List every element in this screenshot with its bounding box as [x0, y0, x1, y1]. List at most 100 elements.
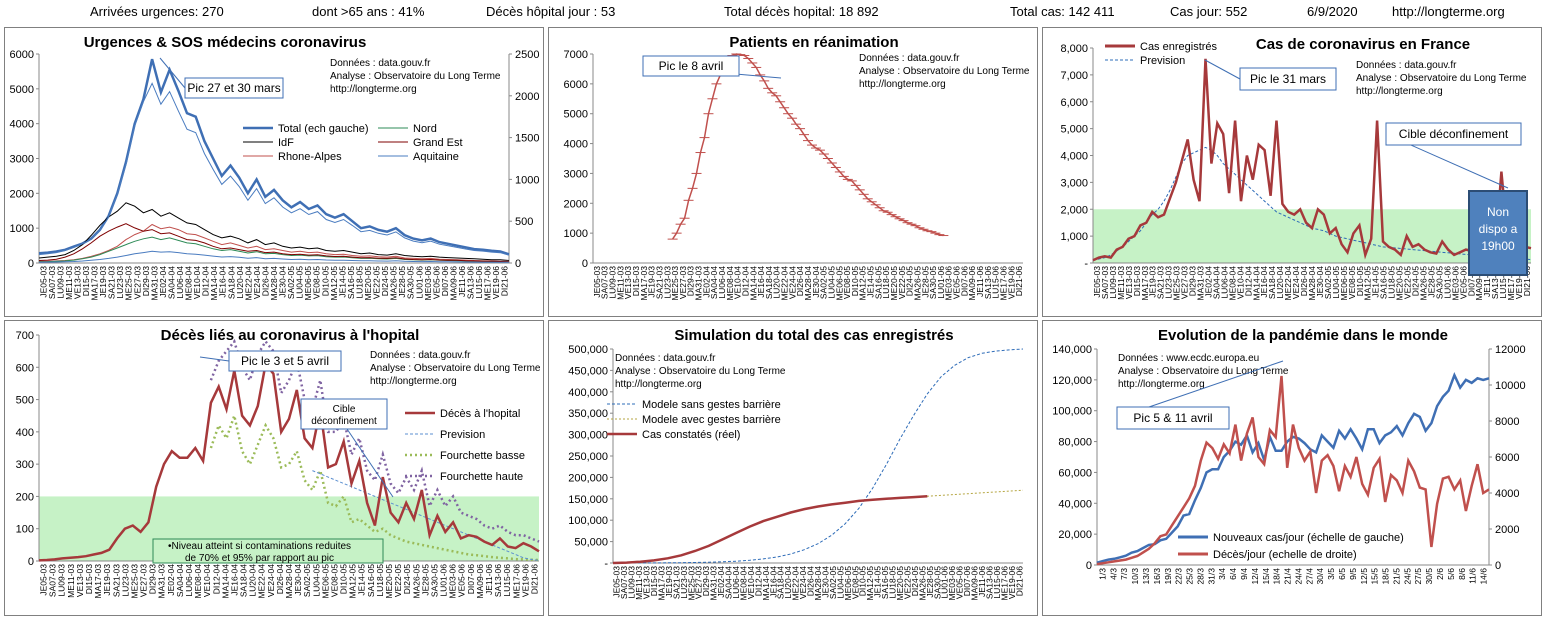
- x-tick-label: ME25-03: [670, 266, 680, 301]
- x-tick-label: VE22-05: [897, 266, 907, 299]
- x-tick-label: JE30-04: [1315, 266, 1325, 298]
- annotation-pointer: [199, 356, 230, 362]
- legend-idf-label: IdF: [278, 137, 294, 149]
- x-tick-label: JE14-05: [357, 564, 367, 596]
- series-cas-monde: [1096, 371, 1490, 564]
- x-tick-label: ME17-06: [483, 266, 493, 301]
- x-tick-label: DI10-05: [339, 564, 349, 595]
- annotation2-pointer: [344, 425, 394, 498]
- x-tick-label: VE10-04: [1235, 266, 1245, 299]
- x-tick-label: DI21-06: [1522, 266, 1532, 297]
- x-tick-label: ME08-04: [184, 266, 194, 301]
- y-tick-label: 3,000: [1060, 177, 1088, 189]
- annotation-text: Pic le 31 mars: [1250, 72, 1326, 86]
- y-tick-label: 7000: [564, 49, 588, 61]
- y-tick-label: 100: [16, 524, 34, 536]
- legend-deces-label: Décès à l'hopital: [440, 408, 520, 420]
- x-tick-label: SA04-04: [166, 266, 176, 299]
- y2-tick-label: 2000: [515, 91, 539, 103]
- x-tick-label: ME22-04: [257, 564, 267, 599]
- legend-sans-label: Modele sans gestes barrière: [642, 399, 781, 411]
- x-tick-label: SA02-05: [819, 266, 829, 299]
- x-tick-label: 14/6: [1479, 568, 1489, 585]
- x-tick-label: SA13-06: [983, 266, 993, 299]
- x-tick-label: 11/6: [1468, 568, 1478, 584]
- source-line: Données : data.gouv.fr: [1356, 60, 1457, 71]
- annotation-pointer: [1204, 59, 1241, 80]
- annotation-text: Pic 5 & 11 avril: [1133, 411, 1212, 425]
- y2-tick-label: 10000: [1495, 380, 1526, 392]
- x-tick-label: 7/3: [1119, 568, 1129, 580]
- y2-tick-label: 500: [515, 216, 533, 228]
- x-tick-label: VE13-03: [642, 566, 652, 599]
- legend-total-label: Total (ech gauche): [278, 123, 369, 135]
- x-tick-label: DI07-06: [440, 266, 450, 297]
- x-tick-label: MA12-05: [348, 564, 358, 599]
- x-tick-label: SA07-03: [1100, 266, 1110, 299]
- x-tick-label: 16/3: [1152, 568, 1162, 585]
- x-tick-label: LU01-06: [1442, 266, 1452, 299]
- x-tick-label: LU04-05: [311, 564, 321, 597]
- chart-deces-svg: 0 100 200 300 400 500 600 700 JE05-03 SA07-03 LU09…: [16, 327, 541, 599]
- x-tick-label: MA14-04: [220, 564, 230, 599]
- x-tick-label: DI26-04: [275, 564, 285, 595]
- y2-tick-label: 2000: [1495, 524, 1519, 536]
- y-tick-label: 1,000: [1060, 231, 1088, 243]
- annotation-box: [1116, 406, 1230, 430]
- x-tick-label: MA09-06: [475, 564, 485, 599]
- x-tick-label: ME11-03: [66, 564, 76, 598]
- x-tick-label: ME25-03: [686, 566, 696, 601]
- x-tick-label: SA16-05: [366, 564, 376, 597]
- x-tick-label: LU18-05: [354, 266, 364, 299]
- x-tick-label: LU01-06: [940, 566, 950, 599]
- y2-tick-label: 1000: [515, 174, 539, 186]
- x-tick-label: 15/4: [1261, 568, 1271, 585]
- y-tick-label: 0: [582, 258, 588, 270]
- x-tick-label: LU01-06: [439, 564, 449, 597]
- x-tick-label: ME06-05: [1339, 266, 1349, 301]
- x-tick-label: MA14-04: [748, 266, 758, 301]
- x-tick-label: 31/3: [1206, 568, 1216, 585]
- x-tick-label: LU04-05: [295, 266, 305, 299]
- x-tick-label: SA13-06: [1490, 266, 1500, 299]
- legend-reel-label: Cas constatés (réel): [642, 429, 740, 441]
- chart-title: Urgences & SOS médecins coronavirus: [84, 34, 367, 51]
- chart-urgences: 0 1000 2000 3000 4000 5000 6000 0 500 1000 1500 200…: [4, 27, 544, 317]
- x-tick-label: VE13-03: [623, 266, 633, 299]
- legend-cas-monde-label: Nouveaux cas/jour (échelle de gauche): [1213, 532, 1404, 544]
- x-tick-label: LU20-04: [1275, 266, 1285, 299]
- x-tick-label: DI12-04: [201, 266, 211, 297]
- x-tick-label: VE22-05: [393, 564, 403, 597]
- x-tick-label: SA18-04: [226, 266, 236, 299]
- x-tick-label: MA31-03: [709, 566, 719, 601]
- x-tick-label: ME03-06: [423, 266, 433, 301]
- x-tick-label: 21/5: [1391, 568, 1401, 585]
- chart-title: Evolution de la pandémie dans le monde: [1158, 327, 1448, 344]
- x-tick-label: 6/4: [1228, 568, 1238, 580]
- x-tick-label: 2/6: [1435, 568, 1445, 580]
- x-tick-label: LU15-06: [474, 266, 484, 299]
- x-tick-label: JE02-04: [701, 266, 711, 298]
- annotation2-text: Cible: [333, 404, 356, 415]
- x-tick-label: JE05-03: [38, 266, 48, 298]
- series-4: [38, 223, 510, 263]
- chart-title: Décès liés au coronavirus à l'hopital: [161, 327, 420, 344]
- x-tick-label: VE22-05: [902, 566, 912, 599]
- x-tick-label: LU20-04: [248, 564, 258, 597]
- x-tick-label: MA31-03: [157, 564, 167, 599]
- x-tick-label: JE11-06: [975, 266, 985, 297]
- annotation-box: [184, 77, 284, 99]
- header-arrivees: Arrivées urgences: 270: [90, 4, 224, 19]
- x-tick-label: ME08-04: [725, 266, 735, 301]
- x-tick-label: 15/5: [1370, 568, 1380, 585]
- x-tick-label: SA02-05: [286, 266, 296, 299]
- y-tick-label: 200,000: [568, 472, 608, 484]
- source-line: Données : data.gouv.fr: [330, 58, 431, 69]
- y-tick-label: 600: [16, 362, 34, 374]
- x-tick-label: LU09-03: [55, 266, 65, 299]
- x-tick-label: DI15-03: [81, 266, 91, 297]
- x-tick-label: DI07-06: [962, 566, 972, 597]
- chart-reanimation-svg: 0 1000 2000 3000 4000 5000 6000 7000 JE05-03SA07…: [564, 34, 1030, 301]
- x-tick-label: SA18-04: [776, 566, 786, 599]
- x-tick-label: ME17-06: [511, 564, 521, 599]
